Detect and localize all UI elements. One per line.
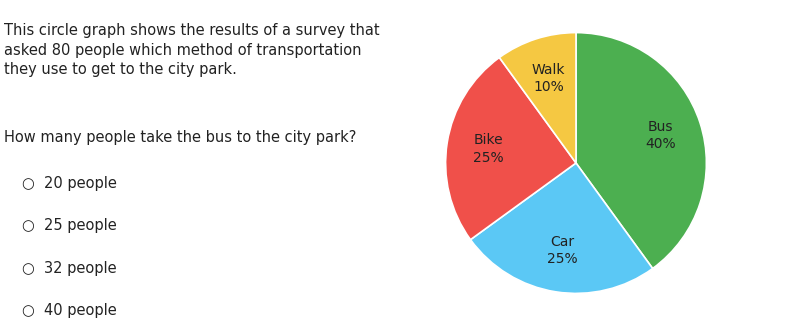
Text: Bus
40%: Bus 40% xyxy=(645,120,676,151)
Wedge shape xyxy=(446,57,576,240)
Text: ○  32 people: ○ 32 people xyxy=(22,261,117,276)
Text: ○  20 people: ○ 20 people xyxy=(22,176,117,191)
Wedge shape xyxy=(576,33,706,269)
Wedge shape xyxy=(470,163,653,293)
Text: This circle graph shows the results of a survey that
asked 80 people which metho: This circle graph shows the results of a… xyxy=(4,23,379,77)
Text: Car
25%: Car 25% xyxy=(547,235,578,266)
Text: Bike
25%: Bike 25% xyxy=(473,133,504,165)
Wedge shape xyxy=(499,33,576,163)
Text: ○  40 people: ○ 40 people xyxy=(22,303,117,318)
Text: Walk
10%: Walk 10% xyxy=(532,63,566,94)
Text: ○  25 people: ○ 25 people xyxy=(22,218,117,233)
Text: How many people take the bus to the city park?: How many people take the bus to the city… xyxy=(4,130,356,145)
